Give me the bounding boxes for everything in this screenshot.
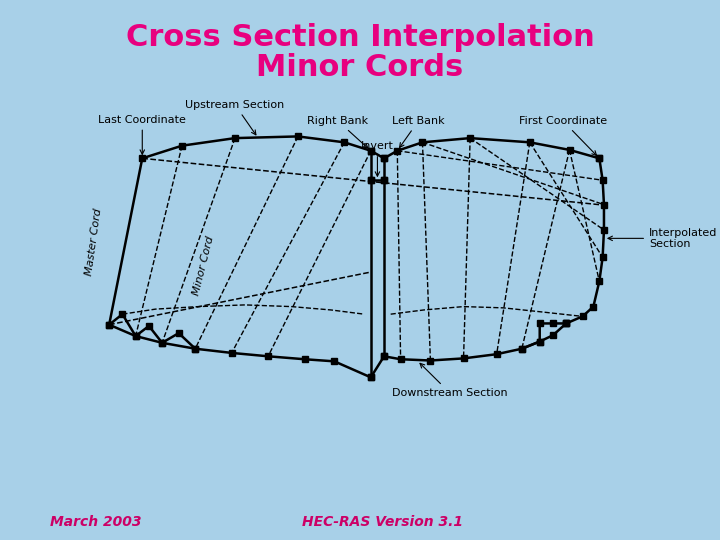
Text: March 2003: March 2003	[50, 515, 142, 529]
Text: Left Bank: Left Bank	[392, 116, 445, 147]
Text: Downstream Section: Downstream Section	[392, 363, 508, 399]
Text: HEC-RAS Version 3.1: HEC-RAS Version 3.1	[302, 515, 464, 529]
Text: Invert: Invert	[361, 141, 394, 176]
Text: Cross Section Interpolation: Cross Section Interpolation	[125, 23, 595, 52]
Text: First Coordinate: First Coordinate	[519, 116, 607, 156]
Text: Last Coordinate: Last Coordinate	[99, 114, 186, 154]
Text: Minor Cord: Minor Cord	[192, 235, 216, 296]
Text: Upstream Section: Upstream Section	[185, 100, 284, 135]
Text: Minor Cords: Minor Cords	[256, 53, 464, 82]
Text: Right Bank: Right Bank	[307, 116, 368, 148]
Text: Interpolated
Section: Interpolated Section	[608, 227, 717, 249]
Text: Master Cord: Master Cord	[84, 207, 104, 276]
